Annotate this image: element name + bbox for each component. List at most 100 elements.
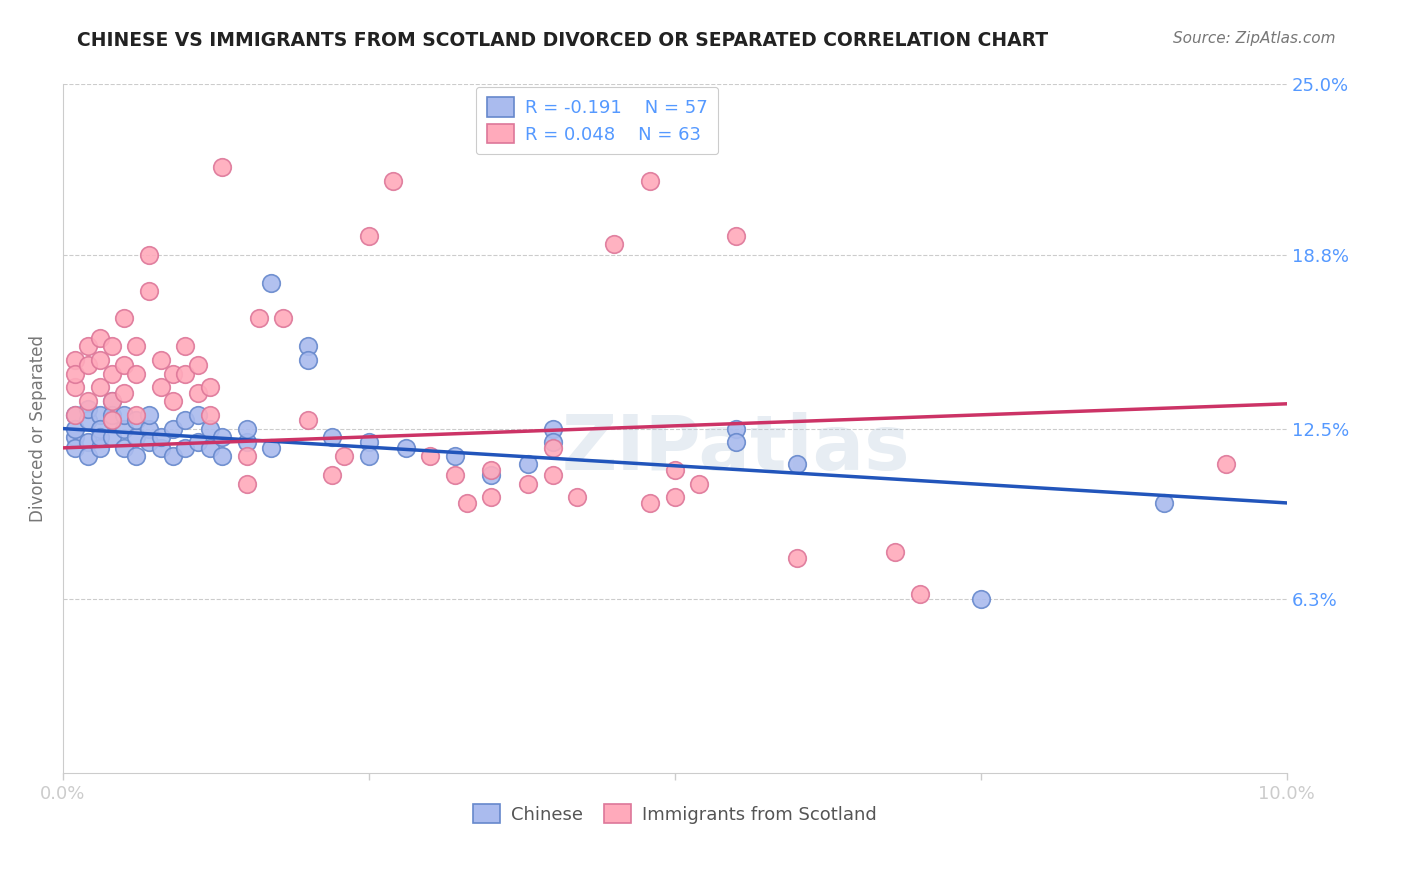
Text: Source: ZipAtlas.com: Source: ZipAtlas.com xyxy=(1173,31,1336,46)
Point xyxy=(479,463,502,477)
Point xyxy=(198,421,221,435)
Point xyxy=(65,380,87,394)
Point xyxy=(138,421,160,435)
Point xyxy=(101,413,124,427)
Point xyxy=(443,449,465,463)
Point xyxy=(76,413,98,427)
Point xyxy=(76,435,98,450)
Point xyxy=(1215,458,1237,472)
Point xyxy=(247,311,270,326)
Point xyxy=(541,441,564,455)
Point xyxy=(89,408,111,422)
Point xyxy=(125,413,148,427)
Point xyxy=(541,421,564,435)
Point xyxy=(198,408,221,422)
Point xyxy=(187,435,209,450)
Point xyxy=(101,339,124,353)
Point xyxy=(260,441,283,455)
Point xyxy=(138,248,160,262)
Point xyxy=(76,394,98,409)
Point xyxy=(970,592,993,607)
Point xyxy=(125,367,148,381)
Point xyxy=(786,551,808,566)
Point xyxy=(125,449,148,463)
Point xyxy=(725,228,748,243)
Point xyxy=(149,352,172,367)
Point xyxy=(321,430,343,444)
Point xyxy=(321,468,343,483)
Point xyxy=(271,311,294,326)
Point xyxy=(65,408,87,422)
Point xyxy=(112,311,135,326)
Point xyxy=(235,435,257,450)
Point xyxy=(235,421,257,435)
Point xyxy=(112,385,135,400)
Point xyxy=(235,449,257,463)
Point xyxy=(65,408,87,422)
Point xyxy=(908,587,931,601)
Point xyxy=(419,449,441,463)
Point xyxy=(89,441,111,455)
Point xyxy=(101,367,124,381)
Point xyxy=(174,441,197,455)
Point xyxy=(541,468,564,483)
Point xyxy=(297,352,319,367)
Point xyxy=(76,449,98,463)
Point xyxy=(187,385,209,400)
Point xyxy=(479,491,502,505)
Point xyxy=(149,430,172,444)
Point xyxy=(65,441,87,455)
Point xyxy=(174,413,197,427)
Point xyxy=(357,435,380,450)
Point xyxy=(162,367,184,381)
Point xyxy=(65,430,87,444)
Point xyxy=(76,339,98,353)
Point xyxy=(602,237,624,252)
Point xyxy=(640,496,662,510)
Point xyxy=(125,408,148,422)
Point xyxy=(138,435,160,450)
Point xyxy=(297,413,319,427)
Point xyxy=(149,441,172,455)
Point xyxy=(162,421,184,435)
Point xyxy=(101,394,124,409)
Point xyxy=(211,449,233,463)
Point xyxy=(198,380,221,394)
Point xyxy=(725,435,748,450)
Point xyxy=(101,394,124,409)
Point xyxy=(297,339,319,353)
Point xyxy=(565,491,588,505)
Point xyxy=(640,174,662,188)
Point xyxy=(89,380,111,394)
Point xyxy=(138,408,160,422)
Point xyxy=(541,435,564,450)
Point xyxy=(112,358,135,372)
Point xyxy=(664,463,686,477)
Point xyxy=(357,449,380,463)
Point xyxy=(884,545,907,559)
Point xyxy=(395,441,418,455)
Point xyxy=(112,408,135,422)
Point xyxy=(235,476,257,491)
Point xyxy=(187,358,209,372)
Point xyxy=(187,408,209,422)
Point xyxy=(162,449,184,463)
Point xyxy=(101,408,124,422)
Point xyxy=(198,441,221,455)
Point xyxy=(1153,496,1175,510)
Point xyxy=(65,421,87,435)
Point xyxy=(517,458,540,472)
Point xyxy=(76,402,98,417)
Point xyxy=(786,458,808,472)
Point xyxy=(65,367,87,381)
Point xyxy=(479,468,502,483)
Point xyxy=(101,413,124,427)
Point xyxy=(89,421,111,435)
Point xyxy=(125,339,148,353)
Point xyxy=(664,491,686,505)
Point xyxy=(211,160,233,174)
Point xyxy=(517,476,540,491)
Text: CHINESE VS IMMIGRANTS FROM SCOTLAND DIVORCED OR SEPARATED CORRELATION CHART: CHINESE VS IMMIGRANTS FROM SCOTLAND DIVO… xyxy=(77,31,1049,50)
Point xyxy=(357,228,380,243)
Point xyxy=(688,476,710,491)
